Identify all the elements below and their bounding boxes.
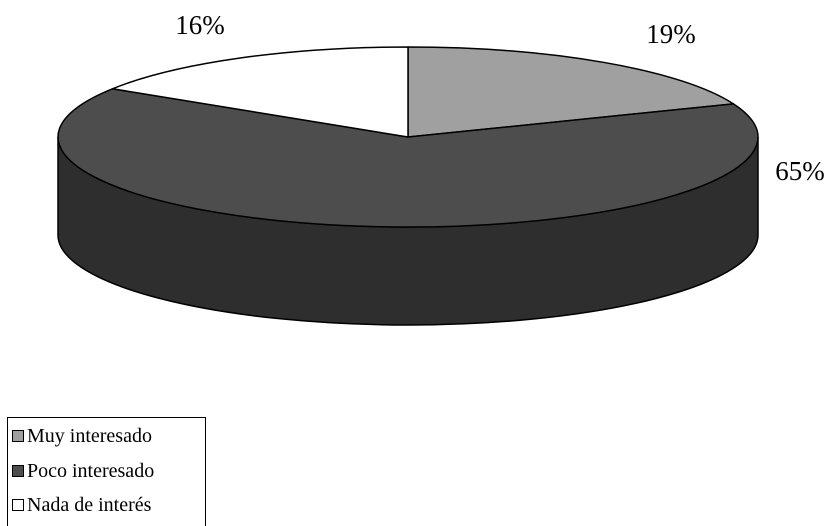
- legend-item-muy-interesado: Muy interesado: [12, 424, 152, 448]
- legend-swatch-muy-interesado: [12, 430, 24, 442]
- pie-slice-poco-interesado: [57, 88, 759, 228]
- legend-label: Poco interesado: [27, 460, 155, 482]
- legend-swatch-nada-de-interes: [12, 499, 24, 511]
- data-label-muy-interesado: 19%: [646, 19, 696, 49]
- pie-layer: [57, 46, 759, 326]
- legend-label: Nada de interés: [27, 494, 152, 516]
- pie-slice-muy-interesado: [407, 46, 735, 138]
- chart-legend: Muy interesado Poco interesado Nada de i…: [7, 417, 206, 526]
- pie-slice-nada-de-interes: [111, 46, 409, 138]
- legend-item-poco-interesado: Poco interesado: [12, 459, 154, 483]
- legend-item-nada-de-interes: Nada de interés: [12, 493, 151, 517]
- data-label-nada-de-interes: 16%: [175, 10, 225, 40]
- legend-label: Muy interesado: [27, 425, 152, 447]
- legend-swatch-poco-interesado: [12, 465, 24, 477]
- data-label-poco-interesado: 65%: [775, 156, 825, 186]
